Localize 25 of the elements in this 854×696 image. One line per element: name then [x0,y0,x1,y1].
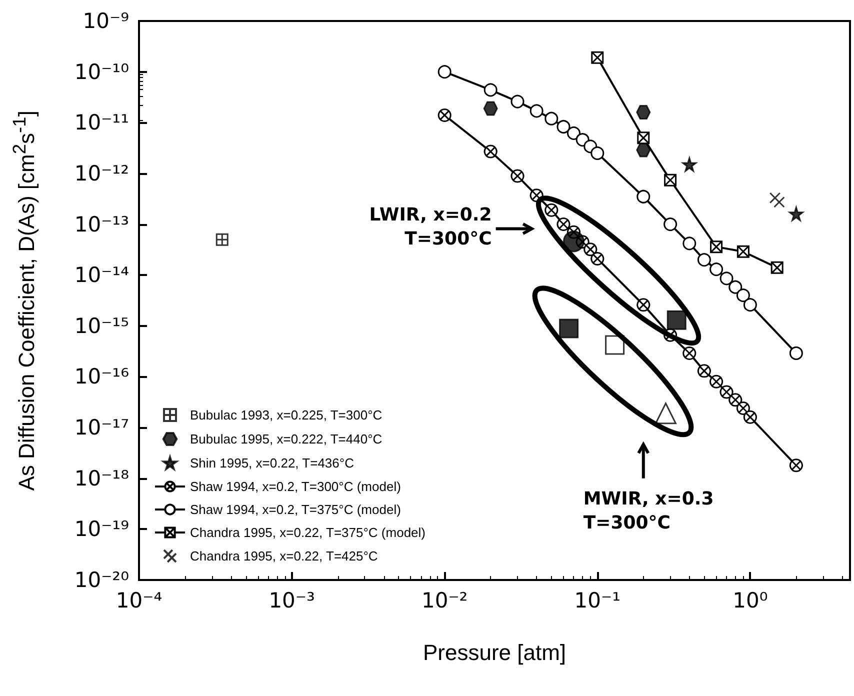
y-tick-label: 10⁻¹³ [74,212,129,236]
y-tick-label: 10⁻¹⁶ [74,364,129,389]
annotation: MWIR, x=0.3 T=300°C [583,488,714,534]
y-tick-label: 10⁻¹⁵ [74,314,129,338]
legend-label: Bubulac 1995, x=0.222, T=440°C [190,432,382,446]
legend-label: Shaw 1994, x=0.2, T=375°C (model) [190,502,401,517]
x-tick-label: 10⁻¹ [574,588,621,612]
y-tick-label: 10⁻¹⁴ [74,263,129,288]
y-tick-label: 10⁻¹² [74,161,129,186]
x-axis-title: Pressure [atm] [423,640,566,666]
legend-label: Shin 1995, x=0.22, T=436°C [190,456,354,470]
y-tick-label: 10⁻¹¹ [74,110,129,135]
x-tick-label: 10⁰ [732,588,768,612]
legend-label: Bubulac 1993, x=0.225, T=300°C [190,408,382,422]
y-tick-label: 10⁻¹⁹ [74,517,129,542]
legend-label: Chandra 1995, x=0.22, T=425°C [190,548,378,564]
y-tick-label: 10⁻¹⁰ [74,60,129,84]
y-tick-label: 10⁻¹⁸ [74,466,129,490]
legend-label: Shaw 1994, x=0.2, T=300°C (model) [190,479,401,494]
x-tick-label: 10⁻² [421,588,468,612]
x-tick-label: 10⁻³ [268,588,315,612]
legend-label: Chandra 1995, x=0.22, T=375°C (model) [190,525,426,540]
y-tick-label: 10⁻⁹ [82,9,129,33]
y-tick-label: 10⁻¹⁷ [74,416,129,440]
annotation: LWIR, x=0.2 T=300°C [369,204,492,250]
